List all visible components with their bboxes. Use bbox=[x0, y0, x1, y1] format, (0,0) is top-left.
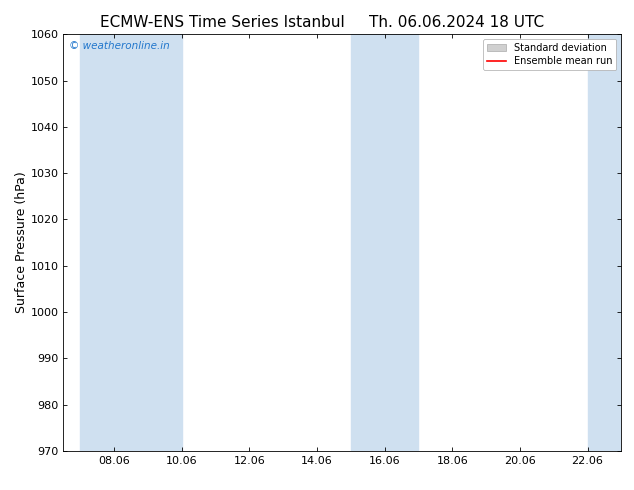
Text: © weatheronline.in: © weatheronline.in bbox=[69, 41, 170, 50]
Bar bbox=[385, 34, 418, 451]
Bar bbox=[131, 34, 182, 451]
Bar bbox=[351, 34, 385, 451]
Text: ECMW-ENS Time Series Istanbul: ECMW-ENS Time Series Istanbul bbox=[100, 15, 344, 30]
Text: Th. 06.06.2024 18 UTC: Th. 06.06.2024 18 UTC bbox=[369, 15, 544, 30]
Bar bbox=[588, 34, 634, 451]
Y-axis label: Surface Pressure (hPa): Surface Pressure (hPa) bbox=[15, 172, 28, 314]
Legend: Standard deviation, Ensemble mean run: Standard deviation, Ensemble mean run bbox=[483, 39, 616, 70]
Bar bbox=[81, 34, 131, 451]
